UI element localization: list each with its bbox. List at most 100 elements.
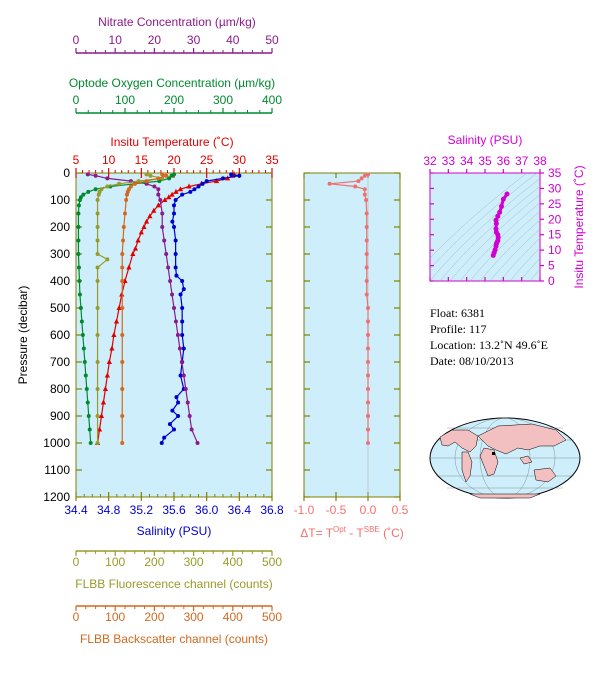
oxygen-marker: [83, 373, 88, 378]
temperature-marker: [213, 178, 220, 184]
backscatter-marker: [124, 198, 129, 202]
nitrate-marker: [172, 306, 176, 310]
ts-point: [500, 196, 506, 202]
fluorescence-marker: [144, 172, 149, 177]
backscatter-marker: [120, 279, 125, 283]
temperature-marker: [135, 237, 141, 243]
pressure-tick-label: 900: [50, 409, 70, 423]
fluorescence-tick-label: 400: [223, 555, 243, 569]
nitrate-marker: [166, 265, 171, 270]
backscatter-tick-label: 400: [223, 610, 243, 624]
backscatter-axis-label: FLBB Backscatter channel (counts): [80, 632, 268, 646]
pressure-tick-label: 0: [63, 166, 70, 180]
delta-t-marker: [359, 176, 364, 181]
temperature-marker: [138, 229, 144, 235]
oxygen-marker: [76, 265, 81, 270]
temperature-marker: [96, 426, 103, 432]
ts-temperature-tick-label: 5: [548, 259, 555, 273]
temperature-marker: [151, 207, 157, 213]
ts-temperature-tick-label: 30: [548, 181, 562, 195]
oxygen-marker: [81, 346, 86, 351]
temperature-marker: [111, 332, 117, 337]
fluorescence-marker: [95, 211, 100, 216]
pressure-tick-label: 100: [50, 193, 70, 207]
temperature-tick-label: 10: [102, 153, 116, 167]
ts-point: [499, 203, 504, 209]
fluorescence-tick-label: 500: [262, 555, 282, 569]
oxygen-marker: [84, 387, 89, 391]
salinity-marker: [173, 265, 178, 270]
backscatter-marker: [156, 176, 161, 181]
nitrate-marker: [93, 173, 98, 178]
ts-point: [493, 226, 499, 232]
nitrate-marker: [175, 333, 180, 337]
fluorescence-marker: [95, 279, 100, 283]
oxygen-marker: [77, 279, 82, 283]
fluorescence-marker: [95, 238, 100, 243]
nitrate-marker: [183, 387, 188, 391]
temperature-marker: [173, 188, 179, 194]
nitrate-marker: [152, 184, 157, 189]
backscatter-tick-label: 300: [184, 610, 204, 624]
backscatter-marker: [121, 238, 126, 243]
delta-t-marker: [366, 373, 370, 378]
ts-isopycnal-line: [479, 219, 540, 281]
backscatter-marker: [124, 192, 129, 197]
nitrate-tick-label: 10: [109, 33, 123, 47]
temperature-marker: [126, 264, 132, 270]
ts-temperature-axis-label: Insitu Temperature (˚C): [572, 165, 586, 288]
backscatter-marker: [120, 414, 125, 418]
temperature-tick-label: 35: [265, 153, 279, 167]
ts-isopycnal-line: [459, 202, 540, 281]
delta-t-tick-label: -0.5: [326, 503, 347, 517]
temperature-tick-label: 30: [233, 153, 247, 167]
temperature-marker: [130, 251, 136, 256]
backscatter-marker: [120, 387, 125, 391]
ts-isopycnal-line: [519, 257, 540, 281]
nitrate-marker: [85, 172, 90, 177]
temperature-marker: [162, 197, 168, 202]
ts-salinity-tick-label: 38: [533, 154, 547, 168]
salinity-marker: [200, 181, 205, 186]
salinity-tick-label: 36.8: [260, 503, 284, 517]
backscatter-tick-label: 0: [73, 610, 80, 624]
ts-temperature-tick-label: 10: [548, 243, 562, 257]
oxygen-tick-label: 300: [213, 93, 233, 107]
nitrate-marker: [185, 400, 190, 405]
delta-t-marker: [364, 279, 369, 283]
salinity-marker: [162, 435, 167, 440]
temperature-marker: [113, 318, 120, 324]
salinity-marker: [188, 189, 193, 194]
fluorescence-marker: [95, 333, 100, 337]
nitrate-marker: [195, 441, 200, 445]
delta-t-marker: [364, 252, 369, 256]
nitrate-marker: [162, 238, 167, 243]
oxygen-marker: [77, 292, 82, 297]
nitrate-marker: [156, 192, 161, 197]
salinity-tick-label: 34.8: [97, 503, 121, 517]
backscatter-marker: [123, 211, 127, 216]
delta-t-marker: [362, 192, 367, 197]
fluorescence-tick-label: 300: [184, 555, 204, 569]
temperature-marker: [104, 372, 110, 378]
ts-isopycnal-line: [430, 178, 540, 281]
temperature-marker: [102, 386, 108, 391]
nitrate-marker: [105, 176, 110, 181]
ts-temperature-tick-label: 20: [548, 212, 562, 226]
temperature-marker: [98, 413, 105, 418]
ts-point: [497, 209, 503, 215]
ts-salinity-axis-label: Salinity (PSU): [448, 133, 523, 147]
temperature-tick-label: 15: [135, 153, 149, 167]
oxygen-marker: [79, 319, 84, 324]
pressure-tick-label: 600: [50, 328, 70, 342]
salinity-marker: [221, 176, 225, 181]
salinity-tick-label: 35.6: [162, 503, 186, 517]
fluorescence-marker: [105, 257, 110, 262]
oxygen-marker: [77, 198, 82, 202]
float-info: Float: 6381 Profile: 117 Location: 13.2˚…: [430, 305, 548, 369]
float-location-marker: [492, 452, 495, 455]
oxygen-profile-line: [77, 173, 175, 444]
salinity-marker: [180, 333, 185, 337]
oxygen-marker: [86, 414, 91, 418]
location: Location: 13.2˚N 49.6˚E: [430, 338, 548, 352]
